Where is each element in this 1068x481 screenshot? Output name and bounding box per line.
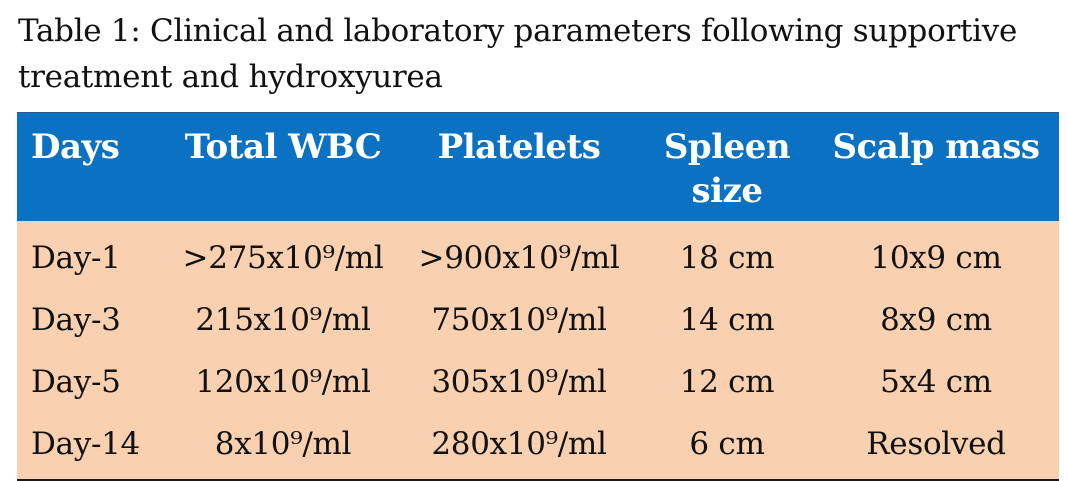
header-spleen-size: Spleen size [663, 127, 791, 211]
table-row: Day-14 8x10⁹/ml 280x10⁹/ml 6 cm Resolved [17, 413, 1059, 475]
cell-total-wbc: 120x10⁹/ml [195, 364, 371, 400]
cell-platelets: 280x10⁹/ml [431, 426, 607, 462]
cell-spleen-size: 6 cm [689, 426, 765, 462]
cell-total-wbc: >275x10⁹/ml [182, 240, 384, 276]
cell-scalp-mass: Resolved [866, 426, 1006, 462]
cell-days: Day-3 [31, 302, 121, 338]
header-scalp-mass: Scalp mass [832, 127, 1040, 167]
table-caption: Table 1: Clinical and laboratory paramet… [18, 13, 1018, 95]
table-row: Day-3 215x10⁹/ml 750x10⁹/ml 14 cm 8x9 cm [17, 289, 1059, 351]
header-platelets: Platelets [437, 127, 601, 167]
cell-spleen-size: 18 cm [679, 240, 775, 276]
cell-platelets: 750x10⁹/ml [431, 302, 607, 338]
cell-total-wbc: 8x10⁹/ml [214, 426, 352, 462]
table-row: Day-5 120x10⁹/ml 305x10⁹/ml 12 cm 5x4 cm [17, 351, 1059, 413]
table-header: Days Total WBC Platelets Spleen size Sca… [17, 112, 1059, 221]
header-total-wbc: Total WBC [184, 127, 382, 167]
data-table: Days Total WBC Platelets Spleen size Sca… [17, 112, 1059, 481]
cell-platelets: 305x10⁹/ml [431, 364, 607, 400]
cell-scalp-mass: 8x9 cm [880, 302, 992, 338]
cell-scalp-mass: 10x9 cm [870, 240, 1002, 276]
table-row: Day-1 >275x10⁹/ml >900x10⁹/ml 18 cm 10x9… [17, 227, 1059, 289]
cell-spleen-size: 14 cm [679, 302, 775, 338]
cell-days: Day-5 [31, 364, 121, 400]
header-days: Days [31, 127, 120, 167]
table-body: Day-1 >275x10⁹/ml >900x10⁹/ml 18 cm 10x9… [17, 221, 1059, 479]
cell-days: Day-1 [31, 240, 121, 276]
cell-spleen-size: 12 cm [679, 364, 775, 400]
cell-platelets: >900x10⁹/ml [418, 240, 620, 276]
cell-total-wbc: 215x10⁹/ml [195, 302, 371, 338]
cell-days: Day-14 [31, 426, 140, 462]
cell-scalp-mass: 5x4 cm [880, 364, 992, 400]
